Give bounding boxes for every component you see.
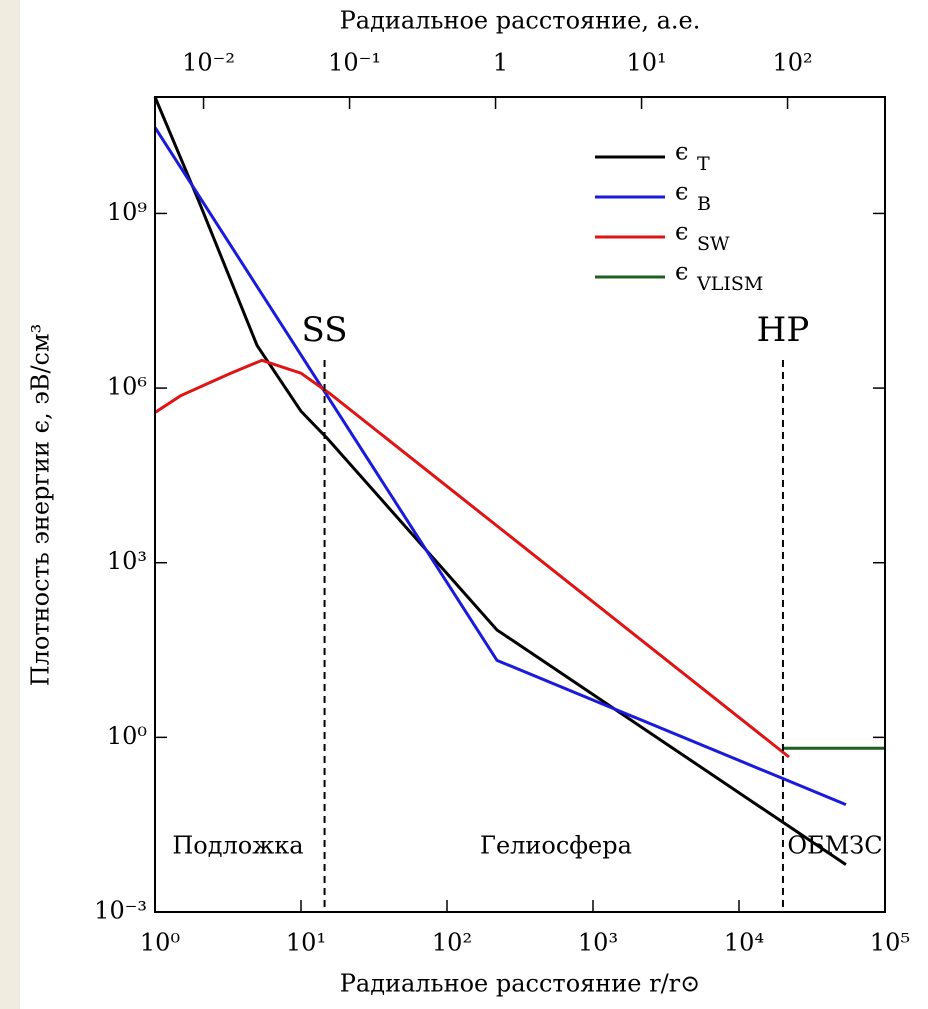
x-tick-label: 10¹ (286, 929, 326, 957)
x2-tick-label: 10⁻² (182, 49, 235, 77)
x-tick-label: 10⁵ (870, 929, 910, 957)
series-line (153, 126, 847, 806)
x2-axis-label: Радиальное расстояние, а.е. (340, 7, 701, 35)
y-tick-label: 10³ (107, 547, 147, 575)
y-axis-label: Плотность энергии ϵ, эВ/см³ (27, 324, 55, 687)
x2-tick-label: 1 (493, 49, 508, 77)
legend-label: B (697, 193, 711, 215)
boundary-label: HP (757, 310, 810, 350)
x2-tick-label: 10² (772, 49, 812, 77)
y-tick-label: 10⁻³ (94, 897, 147, 925)
x2-tick-label: 10¹ (626, 49, 666, 77)
legend-symbol: ϵ (675, 218, 688, 246)
plot-frame (154, 96, 886, 913)
legend-label: T (697, 153, 710, 175)
region-label: Подложка (172, 832, 303, 860)
legend-label: SW (697, 233, 730, 255)
side-strip (0, 0, 20, 1009)
x-axis-label: Радиальное расстояние r/r⊙ (340, 970, 701, 998)
x2-tick-label: 10⁻¹ (328, 49, 381, 77)
legend-symbol: ϵ (675, 258, 688, 286)
x-tick-label: 10² (432, 929, 472, 957)
x-tick-label: 10⁰ (140, 929, 180, 957)
legend-symbol: ϵ (675, 178, 688, 206)
x-tick-label: 10⁴ (724, 929, 764, 957)
series-line (154, 358, 790, 759)
y-tick-label: 10⁶ (107, 373, 147, 401)
series-line (153, 96, 847, 866)
y-tick-label: 10⁰ (107, 722, 147, 750)
region-label: Гелиосфера (480, 832, 632, 860)
x-tick-label: 10³ (578, 929, 618, 957)
boundary-label: SS (302, 310, 348, 350)
y-tick-label: 10⁹ (107, 198, 148, 226)
legend-label: VLISM (696, 273, 763, 295)
legend-symbol: ϵ (675, 138, 688, 166)
